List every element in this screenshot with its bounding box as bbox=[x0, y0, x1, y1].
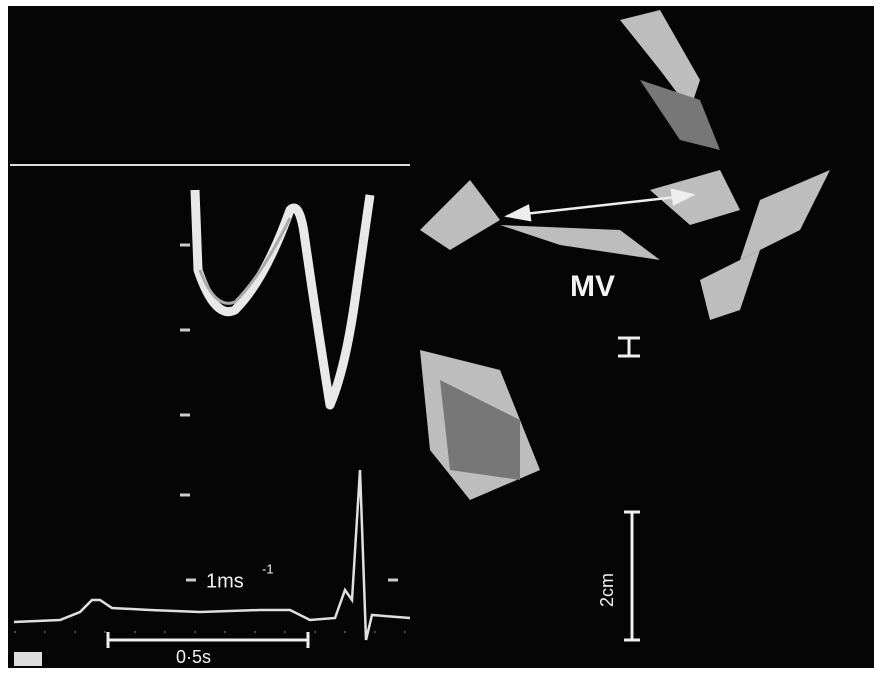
valve-label: MV bbox=[570, 270, 615, 303]
echo-screen: MV 1ms -1 0·5s 2cm bbox=[0, 0, 880, 676]
distance-scale-label: 2cm bbox=[597, 573, 617, 607]
corner-marker bbox=[14, 652, 42, 666]
display bbox=[8, 6, 874, 668]
velocity-scale-exponent: -1 bbox=[262, 561, 274, 576]
page: MV 1ms -1 0·5s 2cm (() => { const data =… bbox=[0, 0, 880, 676]
time-scale-label: 0·5s bbox=[176, 647, 211, 667]
velocity-scale-label: 1ms bbox=[206, 570, 244, 592]
